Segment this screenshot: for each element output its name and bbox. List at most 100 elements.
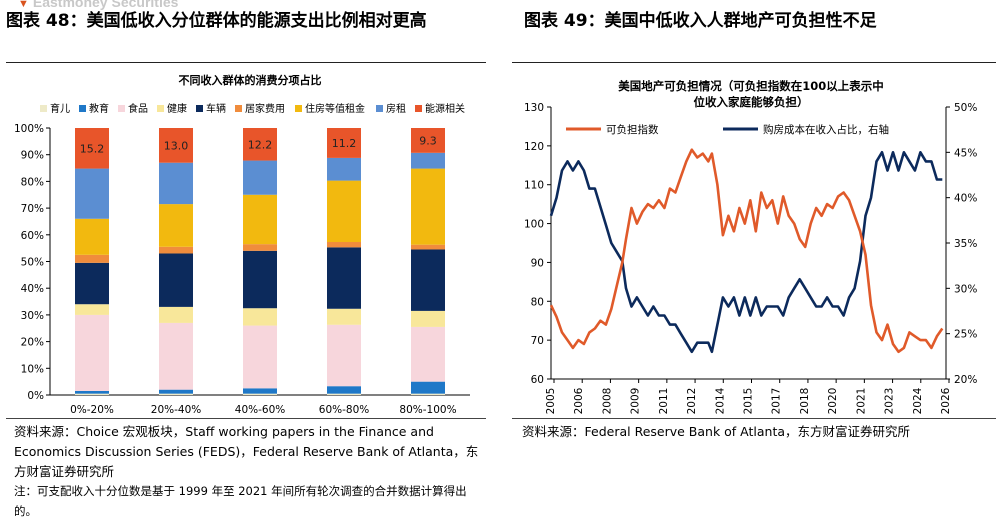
y-tick-label: 40%: [21, 283, 44, 295]
left-y-tick-label: 100: [524, 219, 544, 231]
x-tick-label: 2006: [573, 387, 585, 414]
legend-label: 育儿: [50, 102, 70, 115]
bar-segment: [411, 168, 445, 245]
x-tick-label: 2017: [771, 388, 783, 415]
x-tick-label: 2011: [658, 388, 670, 415]
bar-segment: [75, 168, 109, 219]
y-tick-label: 20%: [21, 337, 44, 349]
bar-segment: [159, 162, 193, 205]
right-source-text: 资料来源：Federal Reserve Bank of Atlanta，东方财…: [522, 424, 911, 439]
bar-segment: [411, 244, 445, 250]
legend-swatch: [118, 105, 125, 112]
x-tick-label: 2005: [545, 388, 557, 415]
right-y-tick-label: 30%: [954, 283, 977, 295]
x-tick-label: 2008: [601, 388, 613, 415]
y-tick-label: 60%: [21, 230, 44, 242]
right-y-tick-label: 50%: [954, 102, 977, 114]
y-tick-label: 90%: [21, 150, 44, 162]
bar-segment: [159, 204, 193, 247]
x-tick-label: 2021: [855, 388, 867, 415]
legend-swatch: [196, 105, 203, 112]
series-line-cost-share: [549, 151, 943, 354]
x-tick-label: 2024: [912, 387, 924, 414]
legend-label: 可负担指数: [606, 123, 659, 136]
affordability-line-chart: 美国地产可负担情况（可负担指数在100以上表示中位收入家庭能够负担） 可负担指数 购…: [524, 79, 977, 415]
bar-segment: [243, 128, 277, 161]
left-y-tick-label: 120: [524, 141, 544, 153]
legend-label: 房租: [386, 102, 406, 115]
chart-title: 不同收入群体的消费分项占比: [179, 73, 322, 87]
bar-segment: [327, 247, 361, 309]
x-tick-label: 2012: [686, 388, 698, 415]
legend-label: 车辆: [206, 102, 226, 115]
bar-segment: [327, 157, 361, 181]
right-title-rule: [512, 62, 996, 63]
bar-segment: [327, 324, 361, 387]
left-y-tick-label: 80: [531, 296, 544, 308]
x-tick-label: 0%-20%: [70, 404, 114, 416]
bar-segment: [411, 381, 445, 394]
bar-segment: [243, 250, 277, 309]
x-tick-label: 2020: [827, 388, 839, 415]
left-y-tick-label: 110: [524, 180, 544, 192]
bar-segment: [243, 244, 277, 251]
right-y-tick-label: 45%: [954, 147, 977, 159]
left-y-tick-label: 70: [531, 335, 544, 347]
series-line-affordability: [549, 148, 944, 354]
bar-segment: [411, 152, 445, 169]
bar-data-label: 15.2: [80, 142, 105, 155]
right-y-tick-label: 25%: [954, 329, 977, 341]
x-tick-label: 2015: [743, 388, 755, 415]
right-source-rule: [512, 418, 996, 419]
bar-segment: [75, 314, 109, 391]
bar-segment: [327, 180, 361, 243]
y-tick-label: 30%: [21, 310, 44, 322]
bar-segment: [411, 128, 445, 153]
left-y-tick-label: 130: [524, 102, 544, 114]
legend-label: 能源相关: [425, 102, 465, 115]
bar-segment: [75, 390, 109, 394]
chart-title: 美国地产可负担情况（可负担指数在100以上表示中位收入家庭能够负担）: [618, 79, 884, 109]
x-tick-label: 60%-80%: [319, 404, 369, 416]
chart-title-line-2: 位收入家庭能够负担）: [694, 95, 809, 109]
bar-segment: [411, 310, 445, 327]
bar-segment: [327, 242, 361, 248]
bar-segment: [243, 160, 277, 195]
bar-segment: [243, 308, 277, 326]
left-title-rule: [6, 62, 486, 63]
legend-swatch: [157, 105, 164, 112]
bar-segment: [327, 128, 361, 158]
bar-segment: [411, 249, 445, 311]
bar-segment: [327, 386, 361, 394]
legend-swatch: [40, 105, 47, 112]
bar-segment: [243, 325, 277, 389]
y-tick-label: 80%: [21, 176, 44, 188]
y-tick-label: 10%: [21, 363, 44, 375]
bar-segment: [159, 306, 193, 323]
bar-segment: [159, 128, 193, 163]
x-tick-label: 40%-60%: [235, 404, 285, 416]
bar-segment: [327, 308, 361, 325]
legend-label: 教育: [89, 102, 109, 115]
legend-swatch: [376, 105, 383, 112]
y-tick-label: 70%: [21, 203, 44, 215]
x-tick-label: 2026: [940, 387, 952, 414]
legend-swatch: [295, 105, 302, 112]
right-y-tick-label: 35%: [954, 238, 977, 250]
left-source-rule: [6, 418, 486, 419]
x-tick-label: 20%-40%: [151, 404, 201, 416]
x-tick-label: 80%-100%: [399, 404, 456, 416]
left-source-text: 资料来源：Choice 宏观板块，Staff working papers in…: [14, 424, 479, 479]
bar-segment: [159, 393, 193, 395]
bar-segment: [75, 304, 109, 315]
brand-watermark: ▼ Eastmoney Securities: [18, 0, 179, 10]
x-tick-label: 2009: [630, 388, 642, 415]
bar-segment: [159, 389, 193, 394]
bar-segment: [243, 194, 277, 245]
bar-data-label: 12.2: [248, 138, 273, 151]
legend-label: 居家费用: [245, 102, 285, 115]
legend-label: 住房等值租金: [305, 102, 365, 115]
bar-segment: [327, 393, 361, 395]
bar-segment: [159, 246, 193, 254]
right-figure-title: 图表 49：美国中低收入人群地产可负担性不足: [524, 11, 877, 31]
